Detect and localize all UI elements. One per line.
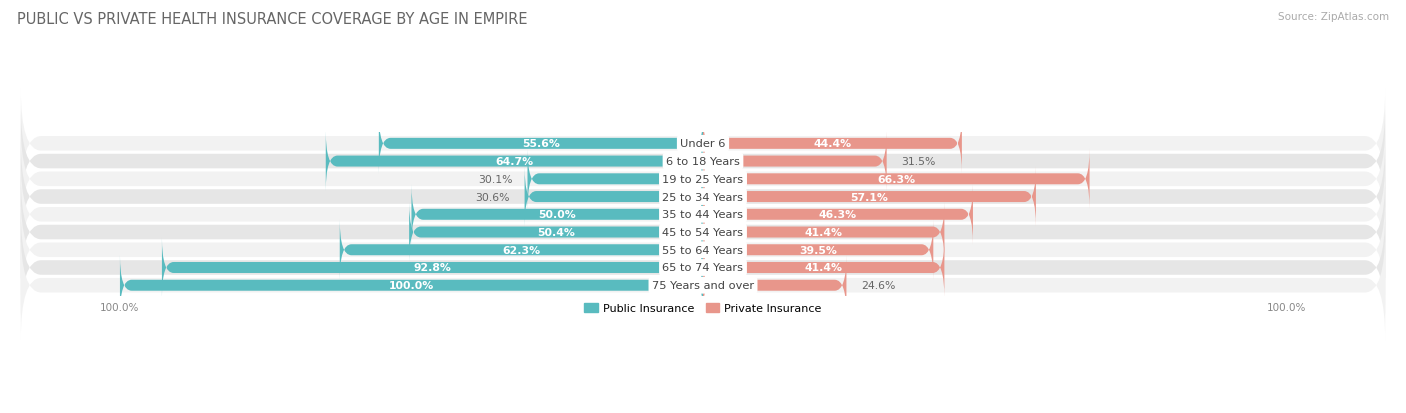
Text: 65 to 74 Years: 65 to 74 Years [662, 263, 744, 273]
Text: 64.7%: 64.7% [495, 157, 533, 167]
Text: 35 to 44 Years: 35 to 44 Years [662, 210, 744, 220]
Text: 39.5%: 39.5% [799, 245, 837, 255]
FancyBboxPatch shape [703, 256, 846, 316]
FancyBboxPatch shape [703, 238, 945, 298]
Text: 44.4%: 44.4% [814, 139, 852, 149]
Text: 25 to 34 Years: 25 to 34 Years [662, 192, 744, 202]
Text: 55.6%: 55.6% [522, 139, 560, 149]
Text: 92.8%: 92.8% [413, 263, 451, 273]
FancyBboxPatch shape [21, 213, 1385, 323]
FancyBboxPatch shape [21, 89, 1385, 199]
FancyBboxPatch shape [340, 220, 703, 280]
FancyBboxPatch shape [524, 167, 703, 227]
FancyBboxPatch shape [21, 160, 1385, 269]
Text: 41.4%: 41.4% [804, 263, 842, 273]
Text: PUBLIC VS PRIVATE HEALTH INSURANCE COVERAGE BY AGE IN EMPIRE: PUBLIC VS PRIVATE HEALTH INSURANCE COVER… [17, 12, 527, 27]
Text: 24.6%: 24.6% [860, 280, 896, 290]
FancyBboxPatch shape [527, 150, 703, 209]
Text: 6 to 18 Years: 6 to 18 Years [666, 157, 740, 167]
FancyBboxPatch shape [412, 185, 703, 244]
FancyBboxPatch shape [162, 238, 703, 298]
FancyBboxPatch shape [21, 231, 1385, 340]
Text: 100.0%: 100.0% [389, 280, 434, 290]
FancyBboxPatch shape [703, 220, 934, 280]
FancyBboxPatch shape [409, 202, 703, 262]
FancyBboxPatch shape [703, 114, 962, 174]
Text: 66.3%: 66.3% [877, 174, 915, 184]
FancyBboxPatch shape [21, 195, 1385, 305]
Text: 50.4%: 50.4% [537, 228, 575, 237]
FancyBboxPatch shape [703, 185, 973, 244]
Text: 46.3%: 46.3% [818, 210, 858, 220]
FancyBboxPatch shape [21, 107, 1385, 216]
Text: 19 to 25 Years: 19 to 25 Years [662, 174, 744, 184]
Text: 57.1%: 57.1% [851, 192, 889, 202]
Text: 62.3%: 62.3% [502, 245, 540, 255]
Text: 30.1%: 30.1% [478, 174, 513, 184]
FancyBboxPatch shape [378, 114, 703, 174]
Text: 30.6%: 30.6% [475, 192, 510, 202]
FancyBboxPatch shape [120, 256, 703, 316]
FancyBboxPatch shape [21, 178, 1385, 287]
FancyBboxPatch shape [21, 125, 1385, 234]
Text: 75 Years and over: 75 Years and over [652, 280, 754, 290]
Text: 55 to 64 Years: 55 to 64 Years [662, 245, 744, 255]
Text: 45 to 54 Years: 45 to 54 Years [662, 228, 744, 237]
FancyBboxPatch shape [703, 150, 1090, 209]
Text: 31.5%: 31.5% [901, 157, 935, 167]
Text: Source: ZipAtlas.com: Source: ZipAtlas.com [1278, 12, 1389, 22]
Text: Under 6: Under 6 [681, 139, 725, 149]
FancyBboxPatch shape [21, 142, 1385, 252]
FancyBboxPatch shape [703, 132, 887, 192]
Text: 41.4%: 41.4% [804, 228, 842, 237]
FancyBboxPatch shape [326, 132, 703, 192]
FancyBboxPatch shape [703, 202, 945, 262]
FancyBboxPatch shape [703, 167, 1036, 227]
Text: 50.0%: 50.0% [538, 210, 576, 220]
Legend: Public Insurance, Private Insurance: Public Insurance, Private Insurance [582, 301, 824, 316]
